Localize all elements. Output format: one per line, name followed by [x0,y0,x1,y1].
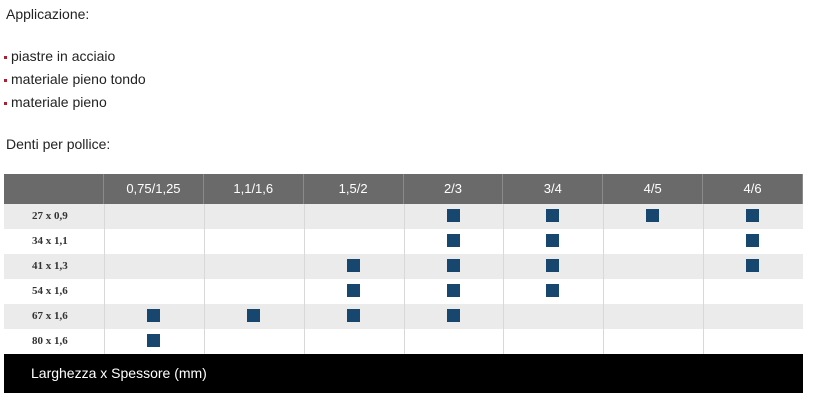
column-divider [603,254,605,279]
column-header: 3/4 [503,174,604,204]
column-divider [104,304,105,329]
column-divider [303,304,305,329]
column-divider [603,204,605,229]
row-background [4,304,803,329]
column-divider [203,304,205,329]
availability-mark [246,309,260,322]
column-divider [104,279,105,304]
availability-mark [146,334,160,347]
column-divider [503,329,505,354]
column-divider [104,329,105,354]
availability-mark [446,284,460,297]
bullet [4,79,7,82]
column-divider [303,229,305,254]
column-divider [503,204,505,229]
availability-mark [546,259,560,272]
row-label: 34 x 1,1 [32,235,68,247]
row-background [4,229,803,254]
column-divider [703,204,705,229]
list-item: piastre in acciaio [11,48,116,64]
availability-mark [746,209,760,222]
column-divider [603,279,605,304]
column-header: 1,1/1,6 [203,174,304,204]
availability-mark [546,234,560,247]
header-cell [4,174,104,204]
column-divider [603,229,605,254]
column-divider [403,304,405,329]
heading: Applicazione: [6,6,90,22]
availability-mark [646,209,660,222]
row-label: 54 x 1,6 [32,285,68,297]
row-background [4,204,803,229]
column-divider [703,229,705,254]
column-header: 0,75/1,25 [104,174,204,204]
column-divider [403,204,405,229]
list-item: materiale pieno tondo [11,71,146,87]
column-divider [104,204,105,229]
availability-mark [346,284,360,297]
column-divider [303,204,305,229]
column-divider [303,329,305,354]
column-divider [703,254,705,279]
row-label: 27 x 0,9 [32,210,68,222]
availability-mark [146,309,160,322]
row-label: 80 x 1,6 [32,335,68,347]
column-divider [703,304,705,329]
row-label: 41 x 1,3 [32,260,68,272]
column-header: 4/5 [603,174,704,204]
column-divider [303,279,305,304]
availability-mark [446,309,460,322]
availability-mark [446,234,460,247]
row-background [4,329,803,354]
availability-mark [446,259,460,272]
availability-mark [546,284,560,297]
availability-mark [746,259,760,272]
column-divider [503,304,505,329]
availability-mark [746,234,760,247]
column-header: 2/3 [403,174,504,204]
column-divider [503,279,505,304]
bullet [4,102,7,105]
column-header: 1,5/2 [303,174,404,204]
column-divider [104,229,105,254]
availability-mark [346,309,360,322]
availability-mark [346,259,360,272]
column-divider [104,254,105,279]
heading: Denti per pollice: [6,136,111,152]
table-footer: Larghezza x Spessore (mm) [4,354,803,393]
column-divider [403,229,405,254]
column-divider [603,329,605,354]
row-background [4,279,803,304]
column-divider [203,204,205,229]
column-divider [303,254,305,279]
column-divider [203,329,205,354]
column-divider [203,254,205,279]
column-header: 4/6 [703,174,803,204]
column-divider [403,279,405,304]
column-divider [603,304,605,329]
availability-mark [446,209,460,222]
availability-mark [546,209,560,222]
column-divider [703,329,705,354]
row-label: 67 x 1,6 [32,310,68,322]
list-item: materiale pieno [11,94,107,110]
column-divider [703,279,705,304]
column-divider [503,254,505,279]
column-divider [203,229,205,254]
column-divider [203,279,205,304]
column-divider [403,254,405,279]
column-divider [503,229,505,254]
column-divider [403,329,405,354]
row-background [4,254,803,279]
bullet [4,56,7,59]
